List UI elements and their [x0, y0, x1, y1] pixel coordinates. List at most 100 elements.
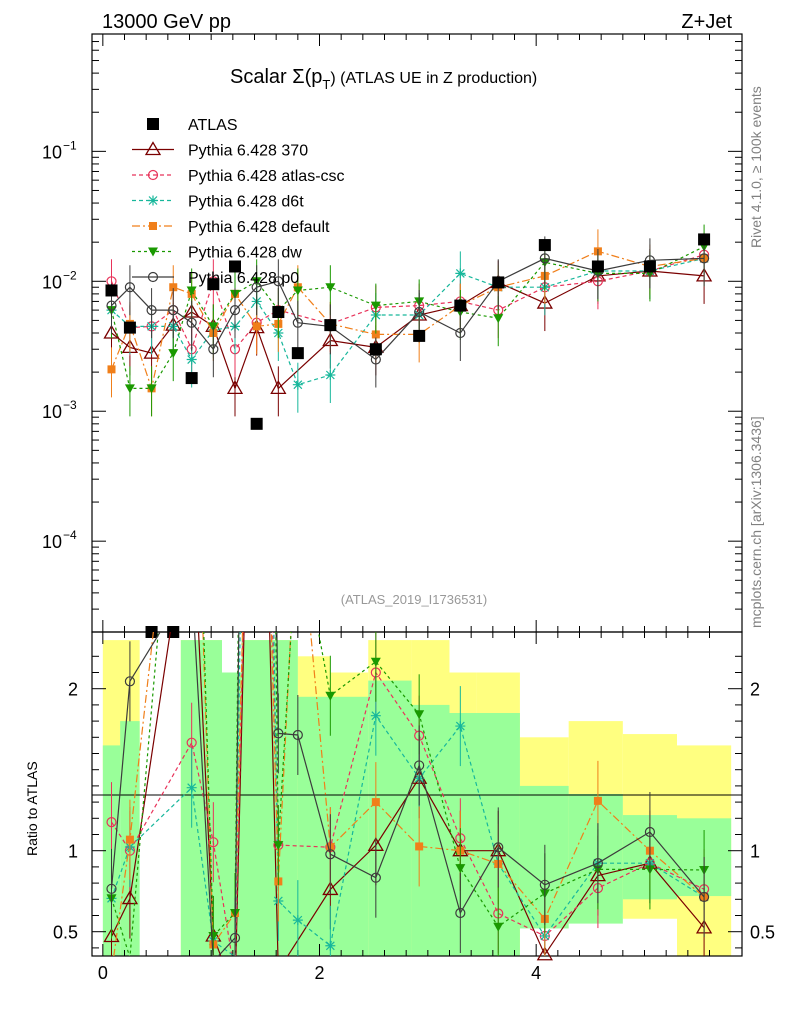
- ratio-point: [370, 710, 381, 721]
- series-point: [143, 344, 160, 359]
- data-marks: [103, 224, 713, 638]
- ratio-point: [292, 729, 303, 741]
- series-point: [455, 268, 466, 279]
- ratio-plot-frame: [91, 631, 743, 957]
- ratio-point: [455, 864, 466, 874]
- atlas-point: [369, 343, 382, 356]
- legend-marker: [147, 271, 159, 283]
- ratio-point: [593, 796, 602, 805]
- series-point: [455, 327, 466, 339]
- series-point: [251, 282, 262, 293]
- atlas-point: [454, 299, 467, 312]
- x-tick-label: 4: [531, 963, 541, 983]
- ratio-point: [325, 849, 336, 860]
- series-point: [168, 349, 179, 359]
- plot-title-tail: ) (ATLAS UE in Z production): [330, 70, 537, 87]
- series-point: [414, 306, 425, 318]
- mcplots-label: mcplots.cern.ch [arXiv:1306.3436]: [748, 416, 764, 628]
- plot-title-main: Scalar Σ(p: [230, 66, 322, 88]
- atlas-point: [538, 239, 551, 252]
- series-point: [370, 301, 381, 311]
- series-point: [229, 305, 241, 316]
- series-point: [124, 384, 135, 394]
- atlas-point: [643, 260, 656, 273]
- series-point: [698, 253, 710, 264]
- atlas-point: [250, 417, 263, 430]
- ratio-point: [124, 676, 136, 687]
- atlas-point: [105, 284, 118, 297]
- ratio-y-tick-label-right: 2: [750, 680, 760, 700]
- ratio-marks: [103, 632, 713, 961]
- legend-label: Pythia 6.428 d6t: [188, 194, 304, 211]
- series-point: [270, 380, 287, 395]
- legend-label: Pythia 6.428 default: [188, 219, 330, 236]
- ratio-point: [322, 881, 339, 896]
- legend-marker: [147, 169, 159, 181]
- ratio-point: [493, 842, 504, 853]
- ratio-series-5: [106, 632, 710, 956]
- y-tick-label: 10: [42, 402, 62, 422]
- y-tick-exponent: −1: [63, 138, 77, 152]
- ratio-point: [455, 907, 466, 919]
- legend-marker: [144, 141, 162, 156]
- header-right-label: Z+Jet: [681, 11, 732, 33]
- ratio-point: [493, 922, 504, 932]
- ratio-point: [103, 928, 120, 943]
- y-tick-exponent: −3: [63, 398, 77, 412]
- atlas-point: [229, 260, 241, 273]
- ratio-y-tick-label: 1: [68, 842, 78, 862]
- atlas-point: [698, 233, 711, 246]
- series-point: [325, 283, 336, 293]
- ratio-y-tick-label-right: 0.5: [750, 923, 775, 943]
- series-point: [493, 314, 504, 324]
- analysis-label: (ATLAS_2019_I1736531): [341, 592, 487, 607]
- atlas-point: [123, 321, 136, 334]
- series-point: [107, 365, 116, 374]
- ratio-point: [208, 931, 219, 941]
- band-green: [297, 696, 369, 956]
- ratio-point: [186, 782, 197, 793]
- series-point: [539, 253, 550, 264]
- ratio-point: [539, 879, 550, 890]
- atlas-point: [291, 347, 304, 360]
- legend-label: Pythia 6.428 dw: [188, 245, 302, 262]
- ratio-point: [370, 872, 381, 883]
- ratio-point: [121, 890, 139, 905]
- ratio-y-axis-label: Ratio to ATLAS: [24, 761, 40, 856]
- plot-title-subscript: T: [322, 77, 330, 92]
- series-point: [371, 330, 380, 339]
- series-point: [186, 317, 197, 328]
- rivet-version-label: Rivet 4.1.0, ≥ 100k events: [748, 86, 764, 248]
- legend-marker: [149, 222, 157, 230]
- ratio-point: [536, 946, 553, 961]
- x-tick-label: 2: [314, 963, 324, 983]
- atlas-data: [105, 233, 711, 638]
- ratio-point: [455, 721, 466, 732]
- band-green: [411, 704, 450, 956]
- ratio-y-tick-label-right: 1: [750, 842, 760, 862]
- legend-marker: [148, 195, 158, 206]
- ratio-point: [208, 837, 219, 848]
- series-line: [111, 270, 705, 391]
- atlas-point: [185, 372, 198, 385]
- series-point: [252, 322, 261, 331]
- band-green: [241, 640, 298, 956]
- plot-title: Scalar Σ(pT) (ATLAS UE in Z production): [230, 66, 537, 92]
- y-tick-exponent: −4: [63, 528, 77, 542]
- series-point: [292, 317, 303, 328]
- y-tick-label: 10: [42, 532, 62, 552]
- atlas-point: [207, 278, 220, 291]
- ratio-point: [229, 932, 241, 944]
- ratio-point: [125, 835, 134, 844]
- legend: ATLAS Pythia 6.428 370 Pythia 6.428 atlas-…: [132, 117, 345, 287]
- y-tick-exponent: −2: [63, 268, 77, 282]
- ratio-point: [370, 657, 381, 667]
- atlas-point: [413, 329, 426, 342]
- ratio-point: [325, 691, 336, 701]
- atlas-point: [324, 319, 337, 332]
- series-point: [325, 370, 336, 381]
- ratio-point: [273, 841, 284, 851]
- y-tick-label: 10: [42, 142, 62, 162]
- ratio-point: [414, 760, 425, 771]
